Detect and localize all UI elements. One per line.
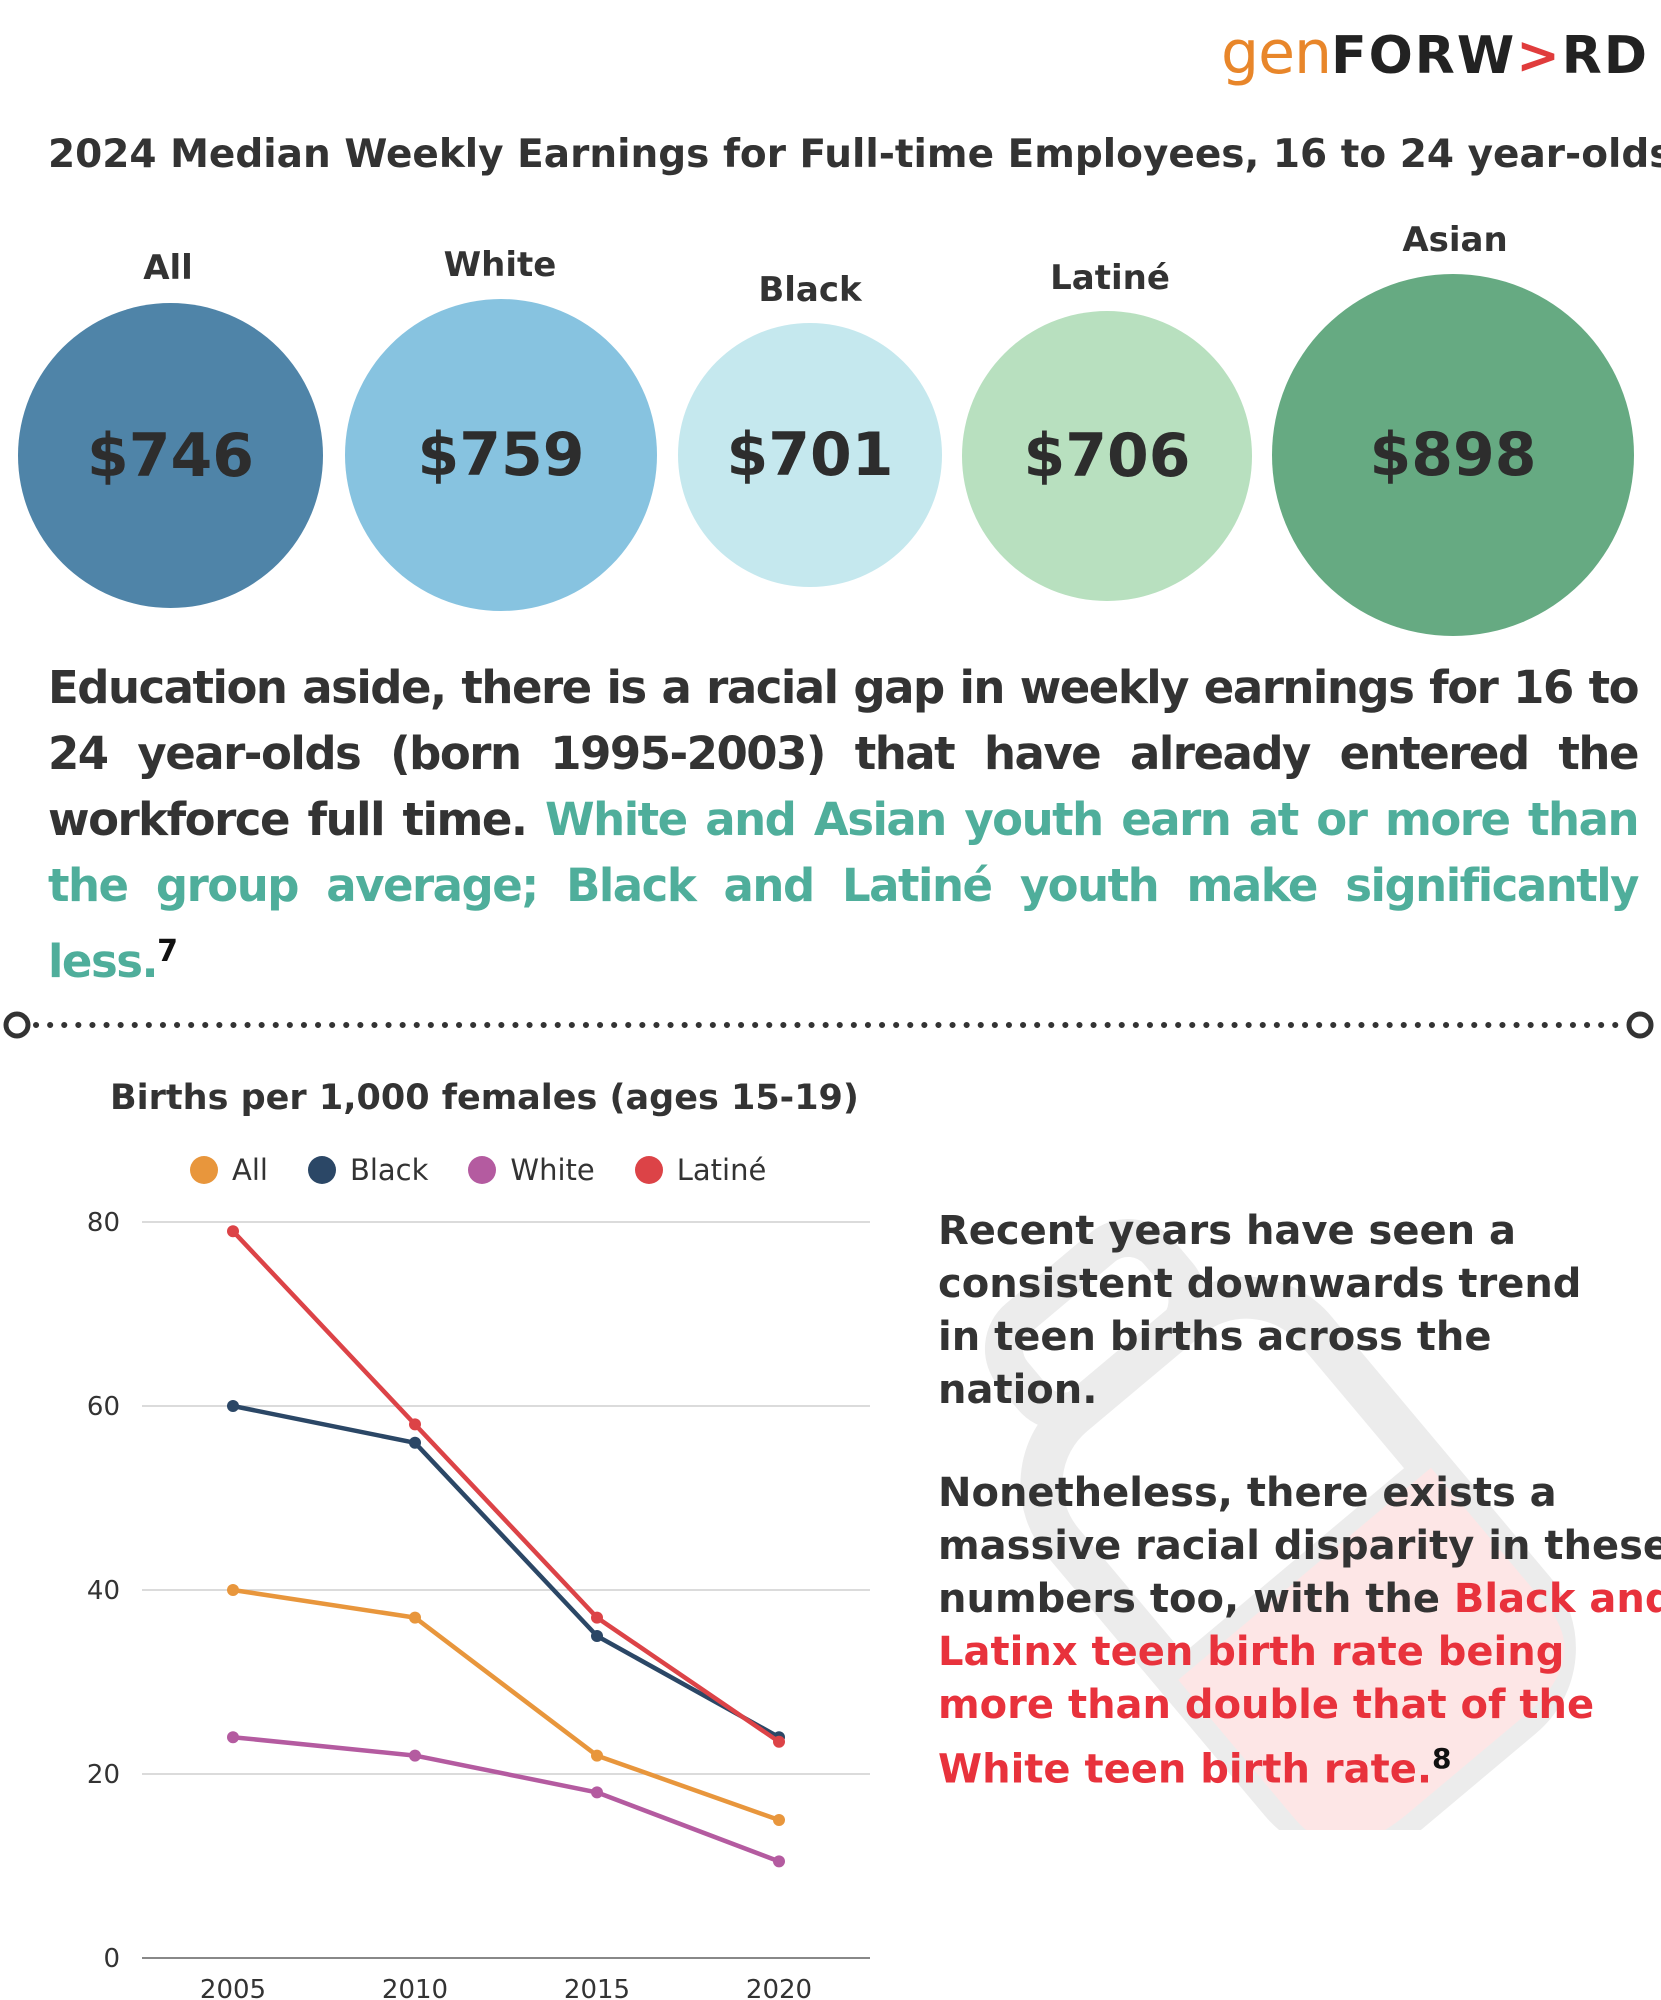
legend-item-latine: Latiné <box>635 1153 767 1187</box>
bubble-value-asian: $898 <box>1370 420 1537 490</box>
bubble-label-white: White <box>350 245 650 285</box>
data-point-latin-2015 <box>591 1612 603 1624</box>
footnote-7: 7 <box>157 934 176 969</box>
data-point-black-2005 <box>227 1400 239 1412</box>
logo-forward-part2: RD <box>1562 26 1649 86</box>
y-tick-label-20: 20 <box>87 1760 120 1790</box>
data-point-white-2010 <box>409 1750 421 1762</box>
commentary-paragraph-2: Nonetheless, there exists a massive raci… <box>938 1467 1661 1796</box>
bubble-label-latine: Latiné <box>960 258 1260 298</box>
bubble-value-latine: $706 <box>1024 421 1191 491</box>
commentary-p1-text: Recent years have seen a consistent down… <box>938 1208 1581 1413</box>
chart-legend: All Black White Latiné <box>190 1153 766 1187</box>
bubble-all: $746 <box>18 303 323 608</box>
bubble-latine: $706 <box>962 311 1252 601</box>
x-tick-label-2015: 2015 <box>564 1975 630 2000</box>
legend-label-all: All <box>232 1153 268 1187</box>
bubble-white: $759 <box>345 299 657 611</box>
x-tick-label-2010: 2010 <box>382 1975 448 2000</box>
data-point-black-2010 <box>409 1437 421 1449</box>
logo-gen: gen <box>1221 18 1331 88</box>
y-tick-label-60: 60 <box>87 1392 120 1422</box>
legend-dot-black <box>308 1156 336 1184</box>
y-tick-label-0: 0 <box>103 1944 120 1974</box>
legend-item-black: Black <box>308 1153 428 1187</box>
bubble-label-asian: Asian <box>1305 220 1605 260</box>
bubble-label-all: All <box>18 248 318 288</box>
teen-births-line-chart: 0 20 40 60 80 2005 2010 2015 2020 <box>70 1200 890 2000</box>
bubble-label-black: Black <box>660 270 960 310</box>
legend-label-latine: Latiné <box>677 1153 767 1187</box>
births-chart-title: Births per 1,000 females (ages 15-19) <box>110 1078 859 1118</box>
legend-label-black: Black <box>350 1153 428 1187</box>
legend-item-all: All <box>190 1153 268 1187</box>
genforward-logo: genFORW>RD <box>1221 18 1649 98</box>
earnings-title: 2024 Median Weekly Earnings for Full-tim… <box>48 132 1628 177</box>
data-point-white-2015 <box>591 1786 603 1798</box>
x-tick-label-2005: 2005 <box>200 1975 266 2000</box>
y-tick-label-40: 40 <box>87 1576 120 1606</box>
data-point-latin-2010 <box>409 1418 421 1430</box>
bubble-value-all: $746 <box>87 421 254 491</box>
series-line-latin <box>233 1231 779 1742</box>
commentary-paragraph-1: Recent years have seen a consistent down… <box>938 1205 1618 1417</box>
legend-item-white: White <box>468 1153 594 1187</box>
series-line-all <box>233 1590 779 1820</box>
logo-forward-part1: FORW <box>1331 26 1516 86</box>
data-point-all-2020 <box>773 1814 785 1826</box>
earnings-paragraph: Education aside, there is a racial gap i… <box>48 655 1638 995</box>
legend-dot-all <box>190 1156 218 1184</box>
bubble-black: $701 <box>678 323 942 587</box>
x-tick-label-2020: 2020 <box>746 1975 812 2000</box>
bubble-value-white: $759 <box>418 420 585 490</box>
data-point-white-2020 <box>773 1855 785 1867</box>
bubble-asian: $898 <box>1272 274 1634 636</box>
bubble-value-black: $701 <box>727 420 894 490</box>
series-line-white <box>233 1737 779 1861</box>
data-point-latin-2005 <box>227 1225 239 1237</box>
data-point-white-2005 <box>227 1731 239 1743</box>
legend-label-white: White <box>510 1153 594 1187</box>
data-point-all-2005 <box>227 1584 239 1596</box>
data-point-latin-2020 <box>773 1736 785 1748</box>
divider-left-circle <box>6 1014 28 1036</box>
footnote-8: 8 <box>1432 1742 1451 1775</box>
legend-dot-white <box>468 1156 496 1184</box>
data-point-all-2010 <box>409 1612 421 1624</box>
births-commentary: Recent years have seen a consistent down… <box>938 1205 1661 1796</box>
legend-dot-latine <box>635 1156 663 1184</box>
data-point-black-2015 <box>591 1630 603 1642</box>
logo-arrow: > <box>1516 26 1562 86</box>
data-point-all-2015 <box>591 1750 603 1762</box>
y-tick-label-80: 80 <box>87 1208 120 1238</box>
divider-right-circle <box>1629 1014 1651 1036</box>
logo-forward: FORW>RD <box>1331 26 1649 86</box>
dotted-divider <box>0 1010 1661 1040</box>
